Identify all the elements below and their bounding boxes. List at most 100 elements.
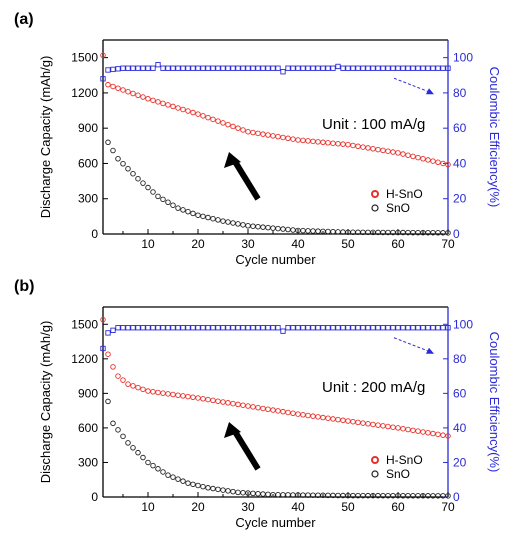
h-sno-point xyxy=(100,52,106,59)
h-sno-point xyxy=(190,394,196,401)
ce-point xyxy=(340,65,346,71)
h-sno-point xyxy=(215,398,221,404)
y-right-tick-label: 40 xyxy=(453,156,467,170)
y-right-tick-label: 60 xyxy=(453,386,467,400)
ce-point xyxy=(320,325,326,331)
ce-point xyxy=(200,325,206,331)
ce-point xyxy=(335,63,341,70)
ce-point xyxy=(360,325,366,331)
sno-point xyxy=(255,490,261,497)
y-right-tick-label: 80 xyxy=(453,86,467,100)
y-tick-label: 1500 xyxy=(71,51,98,65)
x-tick-label: 30 xyxy=(241,237,255,251)
ce-point xyxy=(420,65,426,71)
trend-arrow xyxy=(231,158,261,201)
sno-point xyxy=(140,180,146,186)
ce-point xyxy=(215,325,221,331)
h-sno-point xyxy=(340,417,346,424)
ce-point xyxy=(445,325,451,331)
ce-point xyxy=(300,325,306,331)
h-sno-point xyxy=(420,156,426,162)
legend-label-h-sno: H-SnO xyxy=(386,453,423,467)
y-axis-title: Discharge Capacity (mAh/g) xyxy=(38,56,53,219)
h-sno-point xyxy=(110,364,116,370)
ce-point xyxy=(320,65,326,71)
ce-point xyxy=(400,325,406,331)
h-sno-point xyxy=(170,391,176,398)
h-sno-point xyxy=(325,415,331,421)
h-sno-point xyxy=(135,384,141,391)
sno-point xyxy=(145,459,151,466)
h-sno-point xyxy=(305,138,311,144)
sno-point xyxy=(165,199,171,206)
ce-point xyxy=(255,325,261,331)
h-sno-point xyxy=(405,426,411,433)
ce-point xyxy=(135,325,141,331)
h-sno-point xyxy=(395,150,401,156)
ce-point xyxy=(285,325,291,331)
h-sno-point xyxy=(340,141,346,147)
h-sno-point xyxy=(295,411,301,417)
ce-point xyxy=(105,67,111,73)
ce-point xyxy=(285,65,291,71)
ce-point xyxy=(265,65,271,71)
sno-point xyxy=(220,218,226,224)
ce-point xyxy=(185,325,191,331)
ce-point xyxy=(420,325,426,331)
h-sno-point xyxy=(390,424,396,430)
x-tick-label: 40 xyxy=(291,237,305,251)
h-sno-point xyxy=(410,153,416,160)
ce-point xyxy=(430,325,436,331)
ce-point xyxy=(195,65,201,71)
legend-label-sno: SnO xyxy=(386,467,410,481)
sno-point xyxy=(235,489,241,496)
ce-point xyxy=(195,325,201,331)
ce-point xyxy=(425,325,431,331)
x-tick-label: 60 xyxy=(391,500,405,514)
ce-point xyxy=(365,325,371,331)
ce-point xyxy=(400,65,406,71)
h-sno-point xyxy=(135,92,141,99)
ce-point xyxy=(440,325,446,331)
y-tick-label: 1200 xyxy=(71,352,98,366)
h-sno-point xyxy=(350,142,356,149)
h-sno-point xyxy=(200,396,206,402)
ce-point xyxy=(260,65,266,71)
sno-point xyxy=(175,476,181,482)
x-axis-title: Cycle number xyxy=(235,515,316,530)
h-sno-point xyxy=(100,316,106,323)
ce-point xyxy=(275,325,281,331)
ce-arrow-head xyxy=(426,347,434,354)
ce-dashed-arrow xyxy=(393,337,431,353)
h-sno-point xyxy=(305,412,311,419)
y-tick-label: 300 xyxy=(78,455,98,469)
h-sno-point xyxy=(160,390,166,396)
sno-point xyxy=(225,219,231,225)
h-sno-point xyxy=(275,133,281,140)
h-sno-point xyxy=(290,410,296,417)
sno-point xyxy=(190,481,196,488)
h-sno-point xyxy=(220,120,226,126)
h-sno-point xyxy=(325,140,331,146)
h-sno-point xyxy=(315,139,321,145)
sno-point xyxy=(140,454,146,461)
ce-point xyxy=(220,325,226,331)
ce-point xyxy=(190,325,196,331)
h-sno-point xyxy=(155,99,161,105)
sno-point xyxy=(195,482,201,489)
h-sno-point xyxy=(400,151,406,157)
sno-point xyxy=(115,427,121,433)
ce-point xyxy=(205,325,211,331)
ce-point xyxy=(305,65,311,71)
h-sno-point xyxy=(115,373,121,379)
ce-point xyxy=(395,325,401,331)
legend-marker-h-sno xyxy=(371,190,379,198)
sno-point xyxy=(125,440,131,446)
x-tick-label: 30 xyxy=(241,500,255,514)
ce-point xyxy=(370,325,376,331)
trend-arrow-head xyxy=(224,422,241,438)
h-sno-point xyxy=(130,383,136,389)
legend-label-sno: SnO xyxy=(386,201,410,215)
h-sno-point xyxy=(295,137,301,143)
ce-point xyxy=(110,327,116,333)
